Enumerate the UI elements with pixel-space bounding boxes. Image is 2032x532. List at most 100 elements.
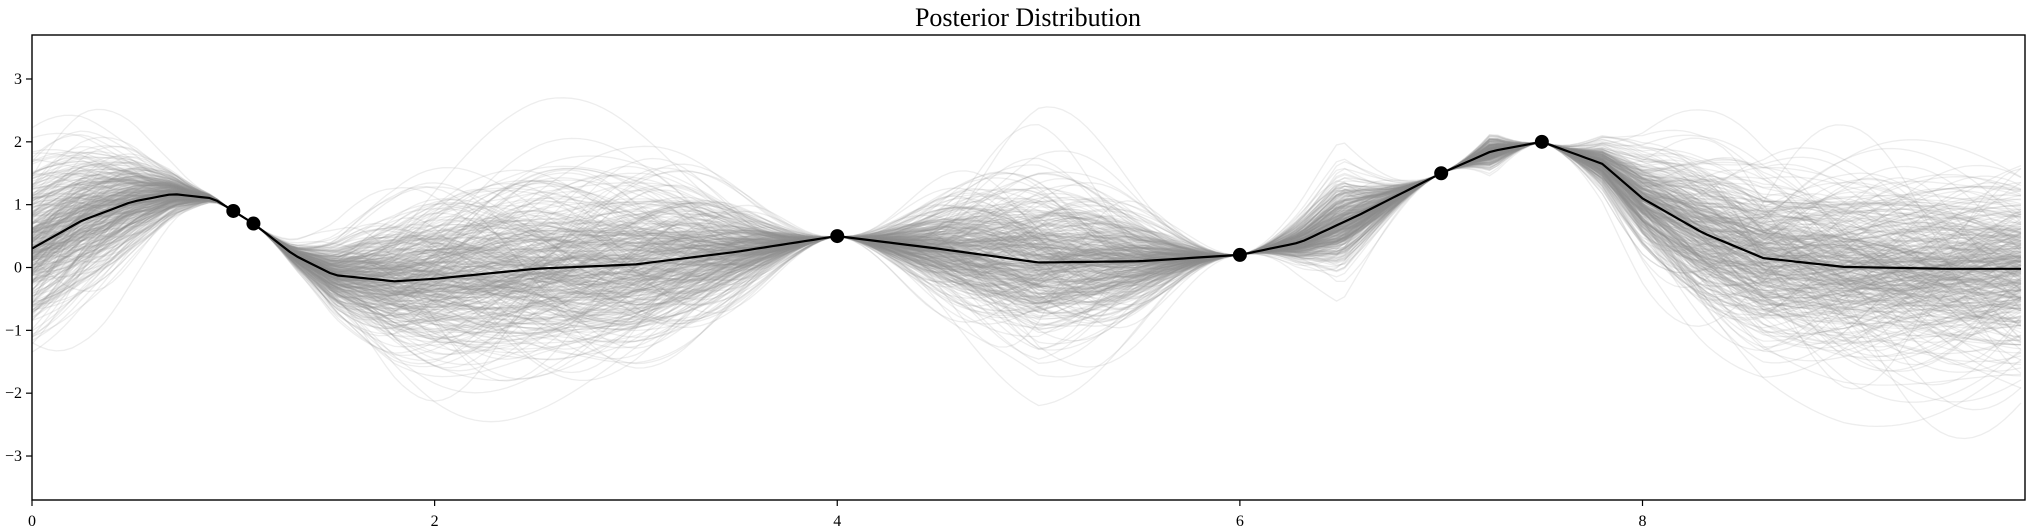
posterior-sample-line [32, 141, 2022, 369]
posterior-sample-line [32, 141, 2022, 338]
posterior-sample-line [32, 141, 2022, 311]
posterior-sample-line [32, 139, 2022, 346]
chart-title: Posterior Distribution [915, 3, 1141, 32]
posterior-sample-line [32, 141, 2022, 323]
posterior-sample-line [32, 141, 2022, 289]
posterior-sample-line [32, 141, 2022, 307]
observation-point [226, 203, 241, 218]
posterior-sample-line [32, 141, 2022, 306]
posterior-sample-line [32, 141, 2022, 344]
posterior-sample-line [32, 141, 2021, 290]
posterior-sample-line [32, 141, 2022, 329]
posterior-sample-line [32, 141, 2022, 302]
posterior-sample-line [32, 141, 2022, 326]
posterior-sample-line [32, 141, 2022, 292]
posterior-sample-line [32, 141, 2022, 321]
posterior-sample-line [32, 141, 2022, 319]
posterior-sample-line [32, 142, 2022, 346]
posterior-sample-line [32, 141, 2022, 304]
posterior-sample-line [32, 142, 2022, 314]
posterior-sample-line [32, 141, 2022, 352]
posterior-sample-line [32, 141, 2022, 324]
posterior-sample-line [32, 141, 2022, 345]
posterior-sample-line [32, 130, 2022, 364]
posterior-sample-line [32, 141, 2022, 306]
posterior-sample-line [32, 142, 2022, 312]
posterior-sample-line [32, 141, 2022, 307]
y-tick-label: −3 [5, 448, 22, 465]
posterior-sample-line [32, 141, 2022, 301]
posterior-sample-line [32, 141, 2022, 296]
posterior-sample-line [32, 141, 2022, 298]
posterior-sample-line [32, 142, 2022, 301]
posterior-sample-line [32, 141, 2022, 307]
posterior-sample-line [32, 134, 2022, 324]
posterior-sample-line [32, 142, 2022, 369]
posterior-sample-line [32, 141, 2022, 298]
posterior-sample-line [32, 132, 2022, 368]
posterior-sample-line [32, 142, 2022, 411]
posterior-sample-line [32, 141, 2021, 331]
posterior-sample-line [32, 141, 2022, 329]
posterior-sample-line [32, 141, 2022, 330]
posterior-sample-line [32, 141, 2022, 302]
posterior-sample-line [32, 141, 2022, 337]
posterior-sample-line [32, 141, 2022, 334]
posterior-sample-line [32, 141, 2022, 334]
y-tick-label: 2 [14, 134, 22, 151]
posterior-sample-line [32, 141, 2022, 283]
posterior-sample-line [32, 141, 2021, 285]
posterior-sample-line [32, 141, 2022, 332]
posterior-sample-line [32, 141, 2022, 390]
posterior-sample-line [32, 141, 2022, 366]
posterior-sample-line [32, 141, 2022, 340]
posterior-sample-line [32, 106, 2022, 440]
posterior-sample-line [32, 137, 2022, 352]
posterior-sample-line [32, 129, 2022, 407]
posterior-sample-line [32, 141, 2022, 373]
posterior-sample-line [32, 135, 2022, 322]
posterior-sample-line [32, 141, 2022, 300]
x-tick-label: 6 [1236, 513, 1244, 530]
posterior-sample-line [32, 141, 2022, 308]
posterior-sample-line [32, 142, 2022, 366]
posterior-sample-line [32, 142, 2022, 323]
observation-point [1434, 166, 1449, 181]
posterior-sample-line [32, 141, 2022, 362]
posterior-sample-line [32, 141, 2022, 311]
posterior-sample-line [32, 141, 2022, 318]
y-tick-label: −2 [5, 385, 22, 402]
posterior-sample-line [32, 136, 2022, 343]
posterior-sample-line [32, 141, 2022, 345]
y-tick-label: 3 [14, 71, 22, 88]
posterior-sample-line [32, 140, 2022, 343]
posterior-sample-line [32, 142, 2022, 293]
posterior-sample-line [32, 141, 2022, 340]
posterior-sample-line [32, 141, 2022, 307]
posterior-sample-line [32, 141, 2022, 295]
posterior-sample-line [32, 141, 2022, 302]
posterior-sample-line [32, 140, 2022, 327]
posterior-sample-line [32, 141, 2022, 286]
posterior-sample-line [32, 141, 2022, 323]
posterior-sample-line [32, 141, 2022, 342]
posterior-sample-line [32, 141, 2022, 314]
posterior-sample-line [32, 141, 2022, 281]
posterior-sample-line [32, 141, 2022, 303]
posterior-sample-line [32, 141, 2022, 352]
x-axis: 0 2 4 6 8 [28, 500, 1647, 530]
posterior-sample-line [32, 142, 2022, 358]
posterior-sample-line [32, 141, 2022, 313]
posterior-sample-line [32, 141, 2022, 338]
posterior-sample-line [32, 142, 2022, 378]
posterior-sample-line [32, 97, 2022, 308]
posterior-sample-line [32, 139, 2022, 362]
posterior-sample-line [32, 141, 2022, 314]
posterior-sample-line [32, 141, 2022, 330]
posterior-sample-line [32, 141, 2021, 292]
posterior-sample-line [32, 141, 2022, 345]
posterior-sample-line [32, 141, 2022, 366]
posterior-sample-line [32, 108, 2022, 386]
posterior-sample-line [32, 141, 2022, 319]
